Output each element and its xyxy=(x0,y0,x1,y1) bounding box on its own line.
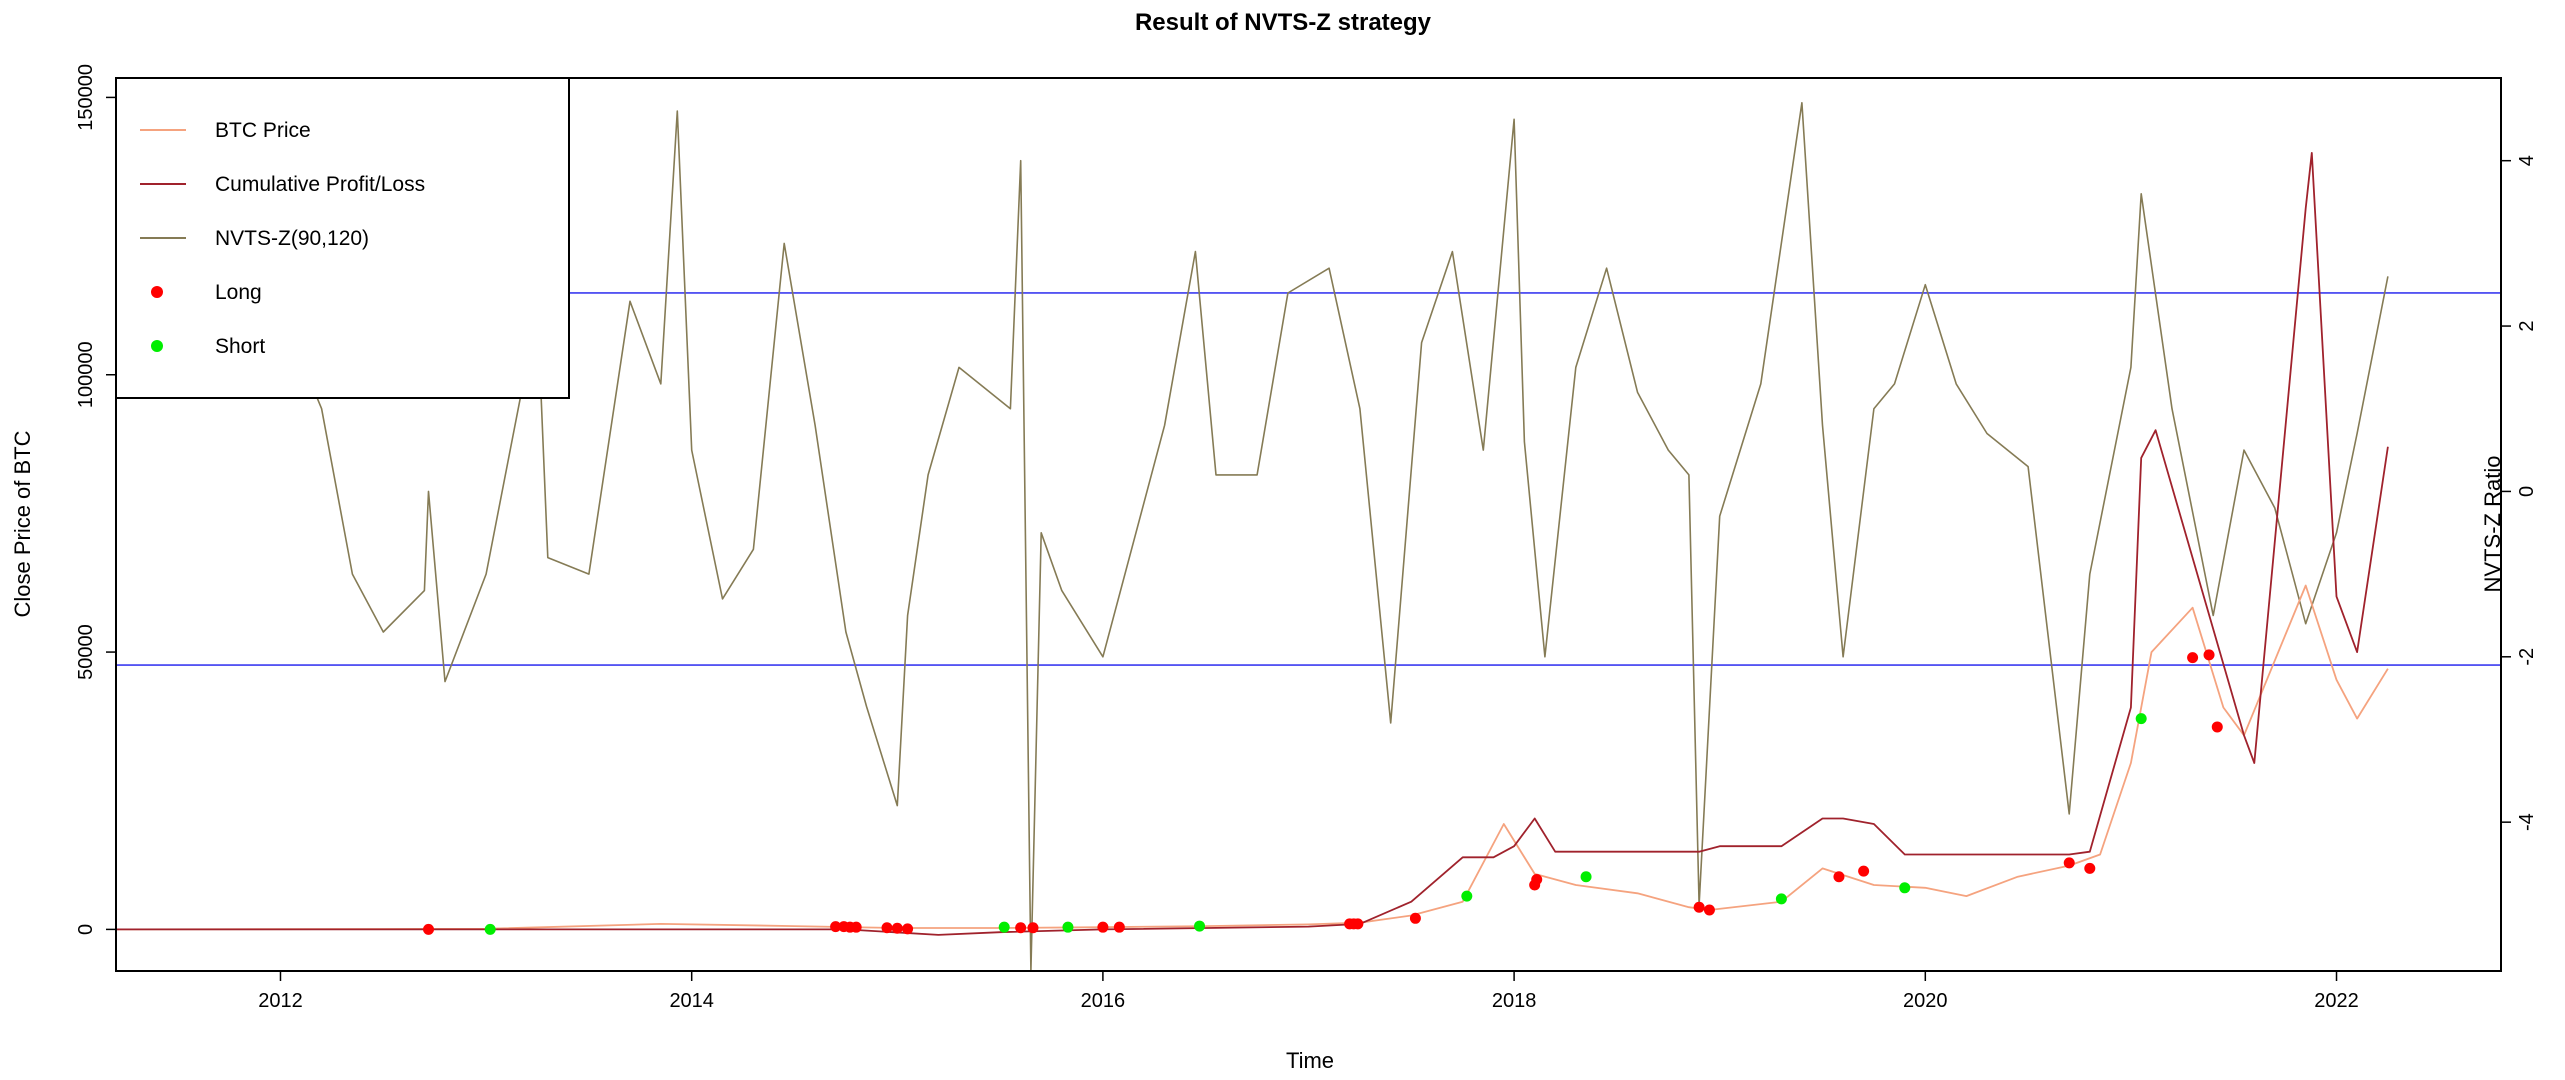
y-right-tick-label: 2 xyxy=(2516,320,2538,331)
long-signal-point xyxy=(1409,912,1421,924)
y-left-tick-label: 0 xyxy=(75,924,97,935)
chart-title: Result of NVTS-Z strategy xyxy=(1135,9,1432,36)
long-signal-point xyxy=(830,921,842,933)
short-signal-point xyxy=(1461,890,1473,902)
long-signal-point xyxy=(2211,721,2223,733)
x-tick-label: 2020 xyxy=(1903,990,1948,1012)
legend-box xyxy=(115,77,570,399)
y-left-tick-label: 50000 xyxy=(75,624,97,680)
x-tick-label: 2016 xyxy=(1081,990,1126,1012)
x-tick-label: 2012 xyxy=(258,990,303,1012)
long-signal-point xyxy=(850,921,862,933)
long-signal-point xyxy=(1027,922,1039,934)
long-signal-point xyxy=(1352,918,1364,930)
long-signal-point xyxy=(2084,862,2096,874)
short-signal-point xyxy=(1194,920,1206,932)
long-signal-point xyxy=(1858,865,1870,877)
short-signal-point xyxy=(1062,921,1074,933)
x-tick-label: 2022 xyxy=(2314,990,2359,1012)
y-right-tick-label: 4 xyxy=(2516,155,2538,166)
short-signal-point xyxy=(1580,871,1592,883)
long-signal-point xyxy=(1097,921,1109,933)
y-right-tick-label: 0 xyxy=(2516,486,2538,497)
short-signal-point xyxy=(1899,882,1911,894)
legend: BTC Price Cumulative Profit/Loss NVTS-Z(90… xyxy=(115,77,570,399)
long-signal-point xyxy=(902,923,914,935)
y-right-tick-label: -2 xyxy=(2516,648,2538,666)
y-right-tick-label: -4 xyxy=(2516,813,2538,831)
short-signal-point xyxy=(998,921,1010,933)
short-signal-point xyxy=(2135,713,2147,725)
y-left-tick-label: 100000 xyxy=(75,341,97,408)
x-axis: 2012 2014 2016 2018 2020 2022 xyxy=(258,971,2359,1012)
long-signal-point xyxy=(1531,873,1543,885)
y-axis-label-right: NVTS-Z Ratio xyxy=(2480,456,2505,593)
long-signal-point xyxy=(1833,871,1845,883)
legend-swatch-point xyxy=(151,286,163,298)
y-axis-left: 0 50000 100000 150000 xyxy=(75,64,116,935)
long-signal-point xyxy=(891,922,903,934)
y-axis-right: -4 -2 0 2 4 xyxy=(2501,155,2538,831)
legend-swatch-point xyxy=(151,340,163,352)
x-tick-label: 2018 xyxy=(1492,990,1537,1012)
legend-label: NVTS-Z(90,120) xyxy=(215,227,369,250)
legend-label: Long xyxy=(215,281,262,304)
plot-frame xyxy=(115,77,2502,972)
short-signal-point xyxy=(1775,893,1787,905)
y-axis-label-left: Close Price of BTC xyxy=(10,430,35,617)
legend-label: Short xyxy=(215,335,265,358)
y-left-tick-label: 150000 xyxy=(75,64,97,131)
long-signal-point xyxy=(1693,901,1705,913)
long-signal-point xyxy=(1113,921,1125,933)
long-signal-point xyxy=(1703,904,1715,916)
long-signal-point xyxy=(1015,922,1027,934)
series-line-1 xyxy=(116,102,2389,971)
x-tick-label: 2014 xyxy=(669,990,714,1012)
x-axis-label: Time xyxy=(1286,1048,1334,1073)
long-signal-point xyxy=(423,923,435,935)
short-signal-point xyxy=(484,923,496,935)
long-signal-point xyxy=(2203,649,2215,661)
long-signal-point xyxy=(2187,652,2199,664)
legend-label: Cumulative Profit/Loss xyxy=(215,173,425,196)
long-signal-point xyxy=(2063,857,2075,869)
long-signal-point xyxy=(881,922,893,934)
series-line-3 xyxy=(116,151,2389,936)
legend-label: BTC Price xyxy=(215,119,311,142)
